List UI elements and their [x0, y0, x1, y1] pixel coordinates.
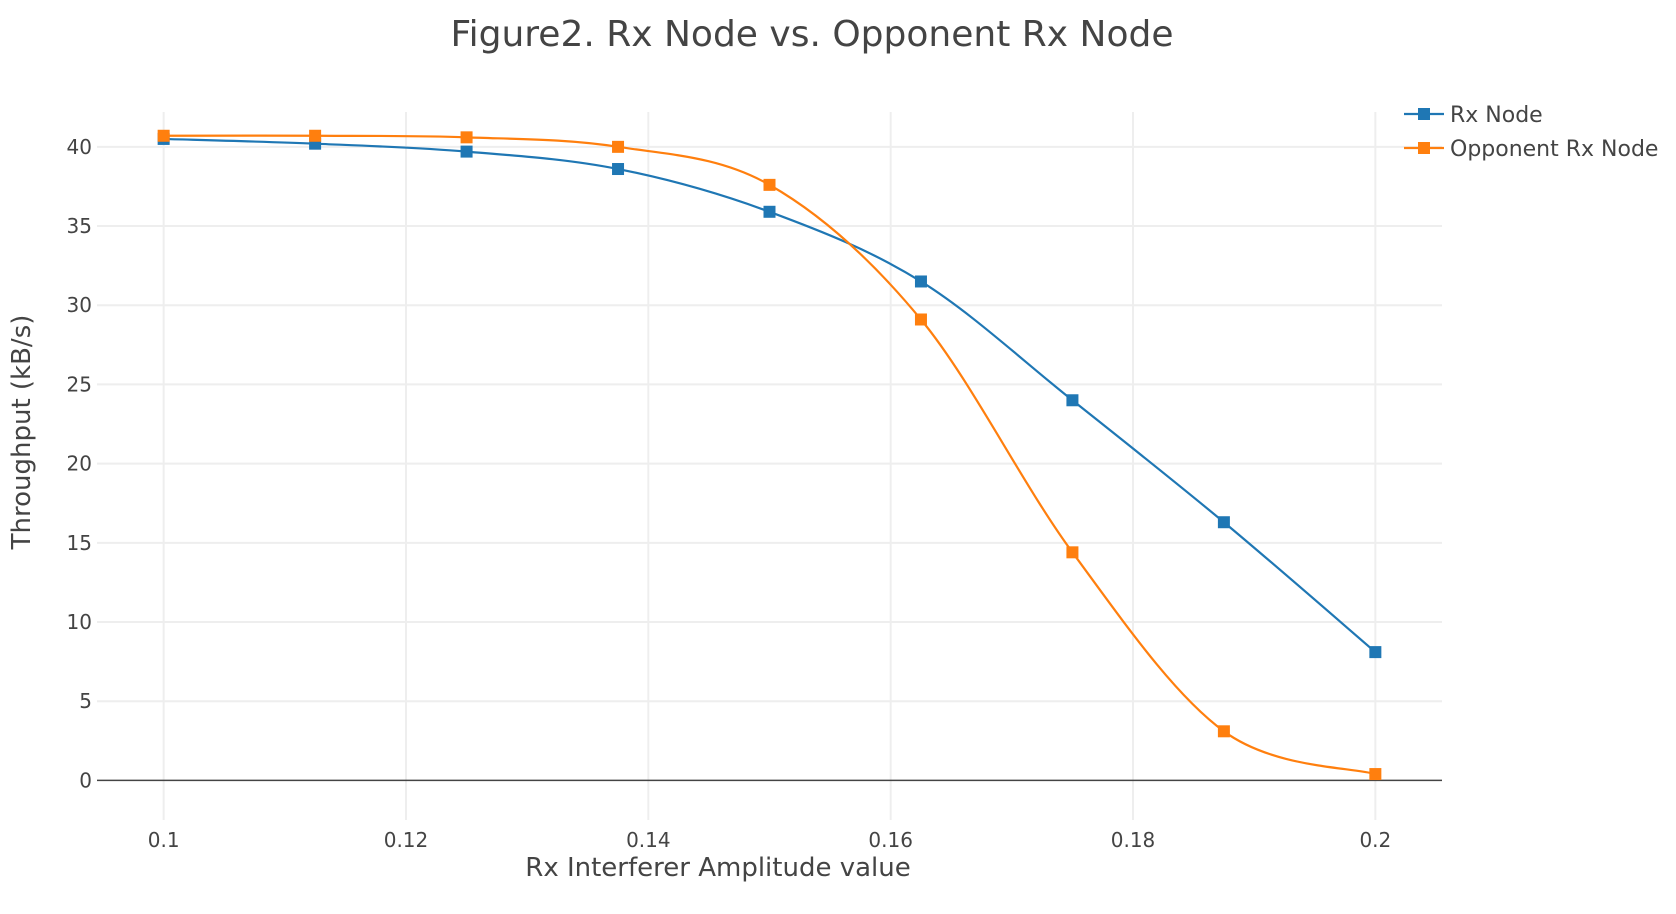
x-gridlines: [162, 112, 1377, 820]
y-tick-label: 15: [67, 531, 92, 555]
x-tick-label: 0.14: [626, 828, 671, 852]
series-line-rx-node: [163, 137, 1377, 653]
data-point-opponent-rx-node[interactable]: [460, 131, 473, 144]
x-tick-label: 0.1: [148, 828, 180, 852]
y-tick-label: 35: [67, 214, 92, 238]
x-axis-title: Rx Interferer Amplitude value: [525, 853, 910, 883]
legend-marker-rx-node: [1418, 108, 1430, 120]
y-tick-label: 10: [67, 610, 92, 634]
y-tick-label: 30: [67, 293, 92, 317]
y-gridlines: [97, 145, 1442, 703]
data-point-opponent-rx-node[interactable]: [1369, 768, 1382, 781]
chart-title: Figure2. Rx Node vs. Opponent Rx Node: [451, 14, 1174, 55]
data-point-rx-node[interactable]: [1066, 394, 1079, 407]
y-tick-label: 40: [67, 135, 92, 159]
y-tick-label: 5: [79, 689, 92, 713]
data-point-opponent-rx-node[interactable]: [914, 313, 927, 326]
legend[interactable]: Rx Node Opponent Rx Node: [1404, 103, 1658, 162]
legend-label-opponent-rx-node: Opponent Rx Node: [1450, 137, 1658, 162]
x-tick-label: 0.2: [1359, 828, 1391, 852]
data-point-rx-node[interactable]: [612, 163, 625, 176]
y-tick-labels: 0 5 10 15 20 25 30 35 40: [67, 135, 92, 793]
data-point-opponent-rx-node[interactable]: [309, 129, 322, 142]
data-point-rx-node[interactable]: [914, 275, 927, 288]
data-point-opponent-rx-node[interactable]: [763, 178, 776, 191]
legend-item-opponent-rx-node[interactable]: Opponent Rx Node: [1404, 137, 1658, 162]
legend-label-rx-node: Rx Node: [1450, 103, 1543, 128]
series-opponent-rx-node: [157, 129, 1382, 781]
y-tick-label: 20: [67, 452, 92, 476]
data-point-rx-node[interactable]: [1369, 646, 1382, 659]
y-axis-title: Throughput (kB/s): [7, 315, 37, 551]
x-tick-label: 0.16: [868, 828, 913, 852]
x-tick-label: 0.18: [1111, 828, 1156, 852]
data-point-opponent-rx-node[interactable]: [1217, 725, 1230, 738]
legend-item-rx-node[interactable]: Rx Node: [1404, 103, 1543, 128]
series-layer: [157, 129, 1382, 781]
data-point-opponent-rx-node[interactable]: [612, 140, 625, 153]
y-tick-label: 0: [79, 768, 92, 792]
y-tick-label: 25: [67, 372, 92, 396]
data-point-rx-node[interactable]: [763, 205, 776, 218]
data-point-rx-node[interactable]: [460, 145, 473, 158]
x-tick-label: 0.12: [384, 828, 429, 852]
series-line-opponent-rx-node: [163, 134, 1376, 776]
data-point-opponent-rx-node[interactable]: [157, 129, 170, 142]
series-rx-node: [157, 132, 1382, 659]
data-point-opponent-rx-node[interactable]: [1066, 546, 1079, 559]
x-tick-labels: 0.1 0.12 0.14 0.16 0.18 0.2: [148, 828, 1392, 852]
legend-marker-opponent-rx-node: [1418, 142, 1430, 154]
data-point-rx-node[interactable]: [1217, 516, 1230, 529]
